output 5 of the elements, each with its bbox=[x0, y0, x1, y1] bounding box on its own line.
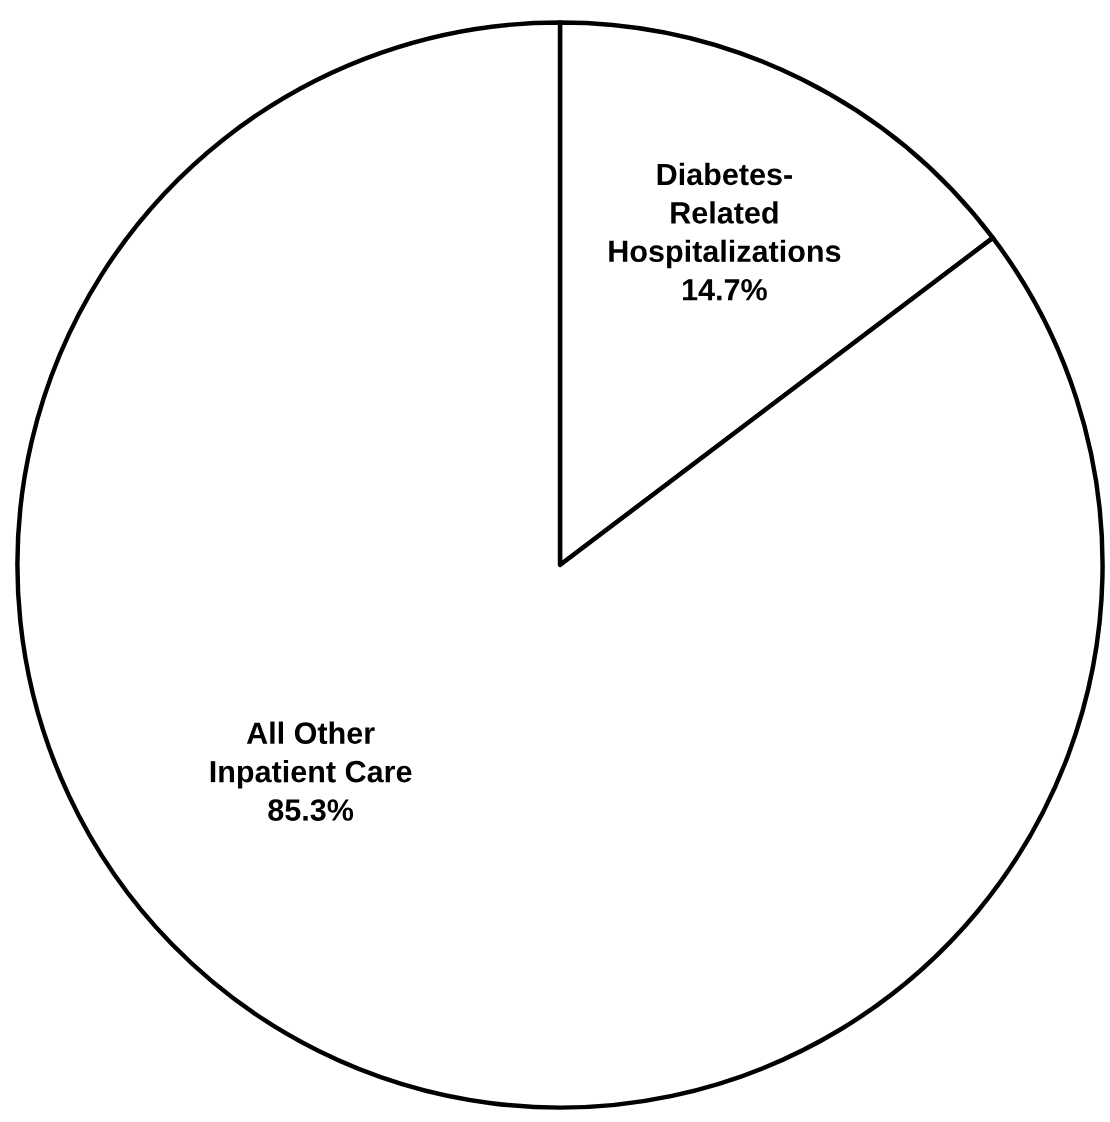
data-label: 85.3% bbox=[268, 799, 354, 821]
slice-label: All Other Inpatient Care bbox=[210, 721, 412, 789]
pie-slice bbox=[15, 20, 1105, 1110]
data-label: 14.7% bbox=[683, 279, 767, 301]
slice-label: Diabetes-Related Hospitalizations bbox=[609, 162, 841, 269]
